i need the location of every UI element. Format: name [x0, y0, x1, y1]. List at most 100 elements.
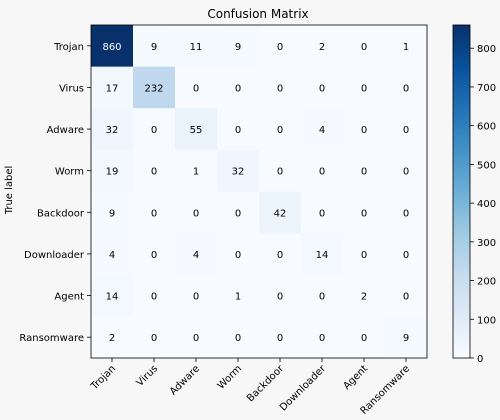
cell-value-label: 0: [319, 167, 325, 178]
cell-value-label: 1: [403, 42, 409, 53]
cell-value-label: 0: [235, 125, 241, 136]
heatmap-cell: [91, 274, 134, 317]
cell-value-label: 0: [403, 125, 409, 136]
cell-value-label: 0: [235, 208, 241, 219]
cell-value-label: 0: [277, 125, 283, 136]
heatmap-cell: [91, 316, 134, 359]
cell-value-label: 14: [106, 292, 119, 303]
cell-value-label: 4: [109, 250, 115, 261]
heatmap-cell: [175, 66, 218, 109]
cell-value-label: 19: [106, 167, 119, 178]
cell-value-label: 0: [193, 292, 199, 303]
cell-value-label: 0: [235, 250, 241, 261]
colorbar-tick-label: 300: [477, 238, 496, 249]
y-tick-label: Virus: [59, 83, 84, 94]
cell-value-label: 0: [193, 208, 199, 219]
cell-value-label: 0: [151, 208, 157, 219]
heatmap-cell: [385, 149, 428, 192]
cell-value-label: 55: [190, 125, 203, 136]
heatmap-cell: [133, 66, 176, 109]
cell-value-label: 2: [361, 292, 367, 303]
heatmap: 860 9 11 9 0 2 0 117 232 0 0 0 0 0 032 0 55 0 0 4 0 019 0 1 32 0 0…: [90, 24, 428, 359]
heatmap-cell: [175, 316, 218, 359]
colorbar-tick-label: 600: [477, 122, 496, 133]
heatmap-cell: [217, 66, 260, 109]
heatmap-cell: [91, 66, 134, 109]
heatmap-cell: [217, 316, 260, 359]
heatmap-cell: [217, 274, 260, 317]
heatmap-cell: [259, 66, 302, 109]
heatmap-cell: [133, 108, 176, 151]
heatmap-cell: [385, 25, 428, 68]
cell-value-label: 0: [151, 333, 157, 344]
heatmap-cell: [385, 316, 428, 359]
heatmap-cell: [301, 25, 344, 68]
cell-value-label: 0: [319, 83, 325, 94]
heatmap-cell: [385, 274, 428, 317]
colorbar-tick-label: 500: [477, 160, 496, 171]
heatmap-cell: [385, 108, 428, 151]
colorbar-tick-label: 200: [477, 277, 496, 288]
cell-value-label: 32: [106, 125, 119, 136]
y-tick-label: Worm: [55, 167, 84, 178]
heatmap-cell: [301, 191, 344, 234]
heatmap-cell: [343, 191, 386, 234]
cell-value-label: 4: [319, 125, 325, 136]
cell-value-label: 0: [403, 167, 409, 178]
heatmap-cell: [175, 108, 218, 151]
y-tick-label: Trojan: [53, 42, 84, 53]
cell-value-label: 0: [361, 250, 367, 261]
cell-value-label: 0: [193, 333, 199, 344]
heatmap-cell: [217, 191, 260, 234]
heatmap-cell: [343, 274, 386, 317]
heatmap-cell: [343, 25, 386, 68]
heatmap-cell: [343, 108, 386, 151]
cell-value-label: 9: [109, 208, 115, 219]
colorbar-tick-label: 0: [477, 354, 483, 365]
y-axis-ticks: Trojan Virus Adware Worm Backdoor Downloader A…: [19, 42, 91, 344]
cell-value-label: 0: [403, 208, 409, 219]
cell-value-label: 1: [193, 167, 199, 178]
cell-value-label: 4: [193, 250, 199, 261]
cell-value-label: 860: [102, 42, 121, 53]
heatmap-cell: [301, 316, 344, 359]
heatmap-cell: [217, 149, 260, 192]
heatmap-cell: [343, 233, 386, 276]
cell-value-label: 0: [361, 42, 367, 53]
cell-value-label: 0: [235, 333, 241, 344]
heatmap-cell: [175, 149, 218, 192]
heatmap-cell: [175, 233, 218, 276]
heatmap-cell: [217, 108, 260, 151]
heatmap-cell: [133, 149, 176, 192]
cell-value-label: 0: [361, 333, 367, 344]
cell-value-label: 9: [151, 42, 157, 53]
cell-value-label: 0: [277, 333, 283, 344]
heatmap-cell: [217, 25, 260, 68]
cell-value-label: 0: [235, 83, 241, 94]
heatmap-cell: [301, 233, 344, 276]
cell-value-label: 0: [277, 42, 283, 53]
cell-value-label: 0: [361, 125, 367, 136]
colorbar-tick-label: 400: [477, 199, 496, 210]
cell-value-label: 232: [144, 83, 163, 94]
cell-value-label: 0: [151, 167, 157, 178]
cell-value-label: 0: [151, 125, 157, 136]
heatmap-cell: [133, 316, 176, 359]
cell-value-label: 0: [403, 83, 409, 94]
cell-value-label: 14: [316, 250, 329, 261]
colorbar-tick-label: 700: [477, 83, 496, 94]
heatmap-cell: [301, 149, 344, 192]
cell-value-label: 42: [274, 208, 287, 219]
heatmap-cell: [259, 25, 302, 68]
plot-frame: [90, 24, 428, 359]
cell-value-label: 0: [151, 292, 157, 303]
colorbar-scale: [452, 24, 471, 359]
heatmap-cell: [259, 149, 302, 192]
cell-value-label: 0: [277, 83, 283, 94]
cell-value-label: 0: [361, 167, 367, 178]
cell-value-label: 0: [361, 83, 367, 94]
y-tick-label: Downloader: [24, 250, 85, 261]
colorbar: 0 100 200 300 400 500 600 700 800: [452, 24, 496, 365]
heatmap-cell: [133, 233, 176, 276]
heatmap-cell: [91, 191, 134, 234]
